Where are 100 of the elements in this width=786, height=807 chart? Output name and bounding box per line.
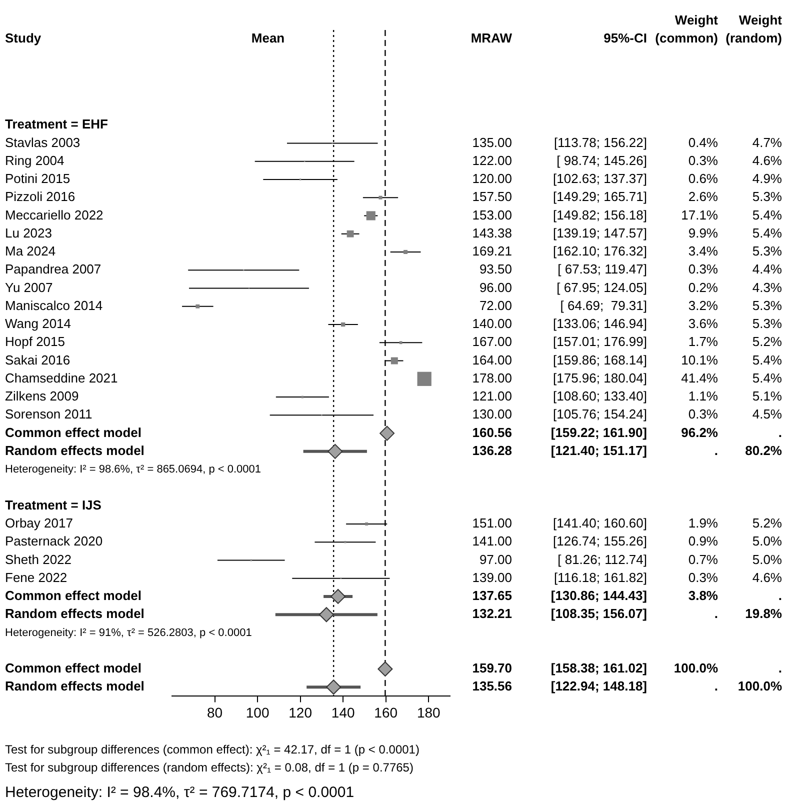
text: [157.01; 176.99] [553, 334, 647, 350]
text: 122.00 [472, 152, 512, 168]
text: 141.00 [472, 534, 512, 549]
text: 96.2% [681, 424, 718, 440]
point [330, 588, 346, 604]
text: 136.28 [472, 443, 512, 458]
text: 4.6% [752, 152, 782, 168]
text: [102.63; 137.37] [553, 171, 647, 186]
text: 5.3% [752, 189, 782, 204]
y-tick-label: Treatment = EHF [5, 116, 108, 132]
text: . [714, 606, 718, 622]
text: 0.7% [688, 552, 718, 567]
text: 96.00 [479, 280, 512, 295]
text: 5.0% [752, 534, 782, 549]
x-tick-label: 160 [374, 704, 398, 720]
point [365, 522, 368, 526]
y-tick-label: Treatment = IJS [5, 497, 102, 512]
text: 97.00 [479, 552, 512, 567]
text: . [778, 588, 782, 604]
y-tick-label: Zilkens 2009 [5, 388, 79, 404]
text: [133.06; 146.94] [553, 316, 647, 332]
text: Study [5, 30, 42, 46]
text: 3.4% [688, 244, 718, 259]
y-tick-label: Heterogeneity: I² = 98.6%, τ² = 865.0694, p < 0.0001 [5, 464, 261, 476]
text: 5.3% [752, 298, 782, 313]
text: 41.4% [681, 370, 718, 386]
text: 3.2% [688, 298, 718, 313]
category-label: MRAW [470, 30, 513, 46]
text: 1.9% [688, 516, 718, 531]
y-tick-label: Meccariello 2022 [5, 207, 104, 222]
text: [141.40; 160.60] [553, 516, 647, 531]
text: 5.0% [752, 552, 782, 567]
text: 167.00 [472, 334, 512, 350]
y-tick-label: Common effect model [5, 660, 142, 676]
text: 178.00 [472, 370, 512, 386]
point [378, 662, 393, 677]
y-tick-label: Sheth 2022 [5, 552, 72, 567]
text: 157.50 [472, 189, 512, 204]
text: [159.86; 168.14] [553, 352, 647, 368]
y-tick-label: Random effects model [5, 443, 144, 458]
text: 5.4% [752, 352, 782, 368]
text: 159.70 [472, 660, 512, 676]
y-tick-label: Sakai 2016 [5, 352, 70, 368]
text: . [778, 424, 782, 440]
text: 5.4% [752, 207, 782, 222]
text: [149.82; 156.18] [553, 207, 647, 222]
text: 143.38 [472, 225, 512, 240]
text: 137.65 [472, 588, 512, 604]
y-tick-label: Maniscalco 2014 [5, 298, 103, 313]
text: 120.00 [472, 171, 512, 186]
text: . [778, 660, 782, 676]
text: 160.56 [472, 424, 512, 440]
y-tick-label: Ring 2004 [5, 152, 64, 168]
text: 100.0% [738, 678, 782, 694]
text: 164.00 [472, 352, 512, 368]
text: 5.1% [752, 388, 782, 404]
text: . [714, 443, 718, 458]
point [380, 426, 395, 441]
text: . [714, 678, 718, 694]
point [318, 607, 334, 622]
text: 0.9% [688, 534, 718, 549]
text: 0.3% [688, 570, 718, 585]
text: 9.9% [688, 225, 718, 240]
text: [126.74; 155.26] [553, 534, 647, 549]
y-tick-label: Papandrea 2007 [5, 262, 102, 277]
y-tick-label: Random effects model [5, 678, 144, 694]
text: 0.3% [688, 406, 718, 422]
point [326, 680, 342, 695]
y-tick-label: Pizzoli 2016 [5, 189, 76, 204]
y-tick-label: Stavlas 2003 [5, 134, 80, 150]
y-tick-label: Common effect model [5, 588, 142, 604]
text: 0.3% [688, 262, 718, 277]
point [328, 444, 343, 459]
text: 5.2% [752, 334, 782, 350]
y-tick-label: Random effects model [5, 606, 144, 622]
y-tick-label: Fene 2022 [5, 570, 68, 585]
text: 19.8% [745, 606, 782, 622]
text: 4.9% [752, 171, 782, 186]
text: 0.2% [688, 280, 718, 295]
text: [158.38; 161.02] [550, 660, 647, 676]
text: 2.6% [688, 189, 718, 204]
text: 5.4% [752, 225, 782, 240]
text: 135.00 [472, 134, 512, 150]
text: Heterogeneity: I² = 98.4%, τ² = 769.7174, p < 0.0001 [5, 784, 354, 802]
category-label: Weight (common) [655, 12, 719, 46]
text: [159.22; 161.90] [550, 424, 647, 440]
text: 139.00 [472, 570, 512, 585]
point [196, 304, 200, 308]
y-tick-label: Hopf 2015 [5, 334, 65, 350]
text: [162.10; 176.32] [553, 244, 647, 259]
x-tick-label: 120 [288, 704, 312, 720]
y-tick-label: Wang 2014 [5, 316, 72, 332]
text: [ 67.95; 124.05] [556, 280, 647, 295]
text: 1.1% [688, 388, 718, 404]
text: [139.19; 147.57] [553, 225, 647, 240]
text: 5.3% [752, 244, 782, 259]
text: 4.3% [752, 280, 782, 295]
text: [108.35; 156.07] [550, 606, 647, 622]
y-tick-label: Lu 2023 [5, 225, 52, 240]
y-tick-label: Common effect model [5, 424, 142, 440]
